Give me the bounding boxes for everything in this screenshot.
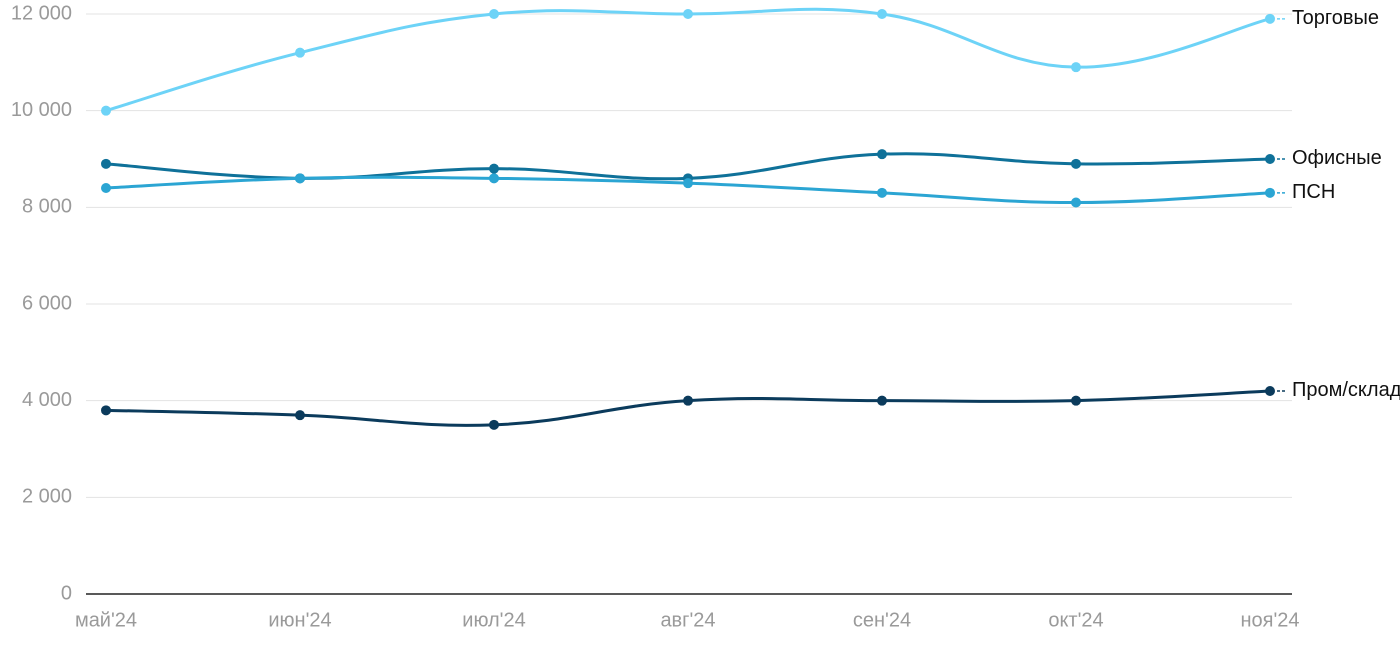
- x-tick-label: окт'24: [1048, 609, 1103, 631]
- series-label: Пром/склад: [1292, 379, 1400, 401]
- data-point: [101, 105, 111, 116]
- series-label: Торговые: [1292, 6, 1380, 29]
- x-tick-label: июл'24: [462, 609, 525, 631]
- data-point: [683, 178, 693, 189]
- data-point: [295, 47, 305, 58]
- data-point: [683, 9, 693, 19]
- data-point: [489, 419, 499, 430]
- y-tick-label: 6 000: [22, 292, 72, 314]
- data-point: [1071, 158, 1081, 169]
- data-point: [295, 173, 305, 184]
- series-label: Офисные: [1292, 147, 1382, 169]
- data-point: [101, 158, 111, 169]
- x-tick-label: сен'24: [853, 609, 911, 631]
- data-point: [489, 173, 499, 184]
- y-tick-label: 4 000: [22, 389, 72, 411]
- data-point: [489, 163, 499, 174]
- data-point: [1071, 197, 1081, 208]
- y-tick-label: 2 000: [22, 486, 72, 508]
- data-point: [683, 395, 693, 406]
- data-point: [877, 187, 887, 198]
- data-point: [101, 183, 111, 193]
- data-point: [1265, 154, 1275, 164]
- x-tick-label: ноя'24: [1240, 609, 1299, 631]
- y-tick-label: 12 000: [11, 2, 72, 24]
- data-point: [1071, 62, 1081, 73]
- data-point: [101, 405, 111, 416]
- data-point: [1265, 187, 1275, 198]
- data-point: [877, 149, 887, 160]
- data-point: [489, 9, 499, 19]
- series-line: [105, 7, 1271, 113]
- data-point: [877, 9, 887, 19]
- x-tick-label: май'24: [75, 609, 137, 631]
- data-point: [1265, 386, 1275, 396]
- y-tick-label: 8 000: [22, 196, 72, 218]
- data-point: [295, 410, 305, 421]
- x-tick-label: авг'24: [660, 609, 715, 631]
- data-point: [1071, 395, 1081, 406]
- x-tick-label: июн'24: [268, 609, 331, 631]
- series-label: ПСН: [1292, 180, 1336, 203]
- y-tick-label: 0: [61, 582, 72, 604]
- y-tick-label: 10 000: [11, 99, 72, 121]
- data-point: [877, 395, 887, 406]
- data-point: [1265, 13, 1275, 24]
